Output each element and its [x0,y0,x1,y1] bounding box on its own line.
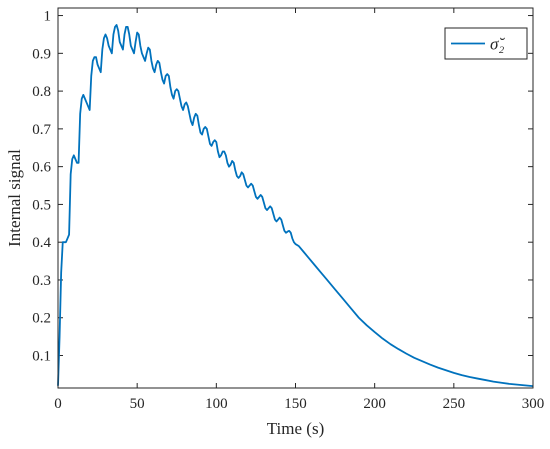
x-tick-label: 150 [284,396,307,412]
y-tick-label: 0.4 [32,235,51,251]
y-tick-label: 0.7 [32,122,51,138]
y-axis-ticks: 0.1 0.2 0.3 0.4 0.5 0.6 0.7 0.8 0.9 1 [32,9,533,365]
x-tick-label: 100 [205,396,228,412]
y-tick-label: 0.8 [32,84,51,100]
y-tick-label: 0.1 [32,349,51,365]
x-tick-label: 250 [443,396,466,412]
y-tick-label: 1 [44,9,52,25]
y-tick-label: 0.6 [32,160,51,176]
y-tick-label: 0.3 [32,273,51,289]
y-axis-label: Internal signal [5,149,24,247]
legend-label: σ̆₂ [490,35,505,54]
y-tick-label: 0.9 [32,46,51,62]
y-tick-label: 0.5 [32,197,51,213]
x-axis-ticks: 0 50 100 150 200 250 300 [54,8,544,412]
y-tick-label: 0.2 [32,311,51,327]
plot-area [58,8,533,388]
x-tick-label: 300 [522,396,545,412]
x-tick-label: 200 [363,396,386,412]
series-layer [57,24,534,388]
plot-frame [57,7,534,389]
legend: σ̆₂ [444,27,528,60]
x-tick-label: 50 [130,396,145,412]
series-line [57,24,534,388]
x-axis-label: Time (s) [267,419,324,438]
x-tick-label: 0 [54,396,62,412]
